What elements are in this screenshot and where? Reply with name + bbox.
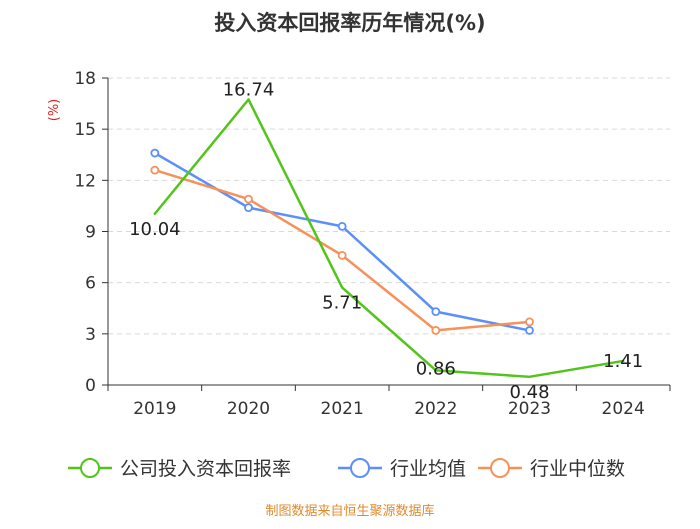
series-point[interactable] (337, 221, 347, 231)
data-label: 1.41 (603, 351, 643, 372)
series-line (153, 98, 625, 379)
data-label: 0.86 (416, 358, 456, 379)
x-tick-label: 2019 (133, 399, 176, 419)
data-label: 0.48 (509, 382, 549, 403)
legend-label: 行业中位数 (530, 458, 625, 480)
x-tick-label: 2024 (602, 399, 645, 419)
y-tick-label: 6 (85, 274, 96, 294)
axes: 0 3 6 9 12 15 18 2019 2020 2021 2022 2023 2024 (74, 69, 671, 419)
series-point[interactable] (244, 203, 253, 213)
x-tick-label: 2021 (321, 399, 364, 419)
grid-lines (108, 77, 670, 335)
series-lines (150, 98, 625, 379)
x-tick-label: 2022 (414, 399, 457, 419)
series-point[interactable] (150, 165, 160, 175)
series-point[interactable] (337, 250, 347, 260)
x-tick-label: 2020 (227, 399, 270, 419)
legend-label: 公司投入资本回报率 (120, 458, 291, 480)
series-0 (153, 98, 625, 379)
data-labels: 10.04 16.74 5.71 0.86 0.48 1.41 (129, 79, 643, 402)
series-point[interactable] (431, 307, 441, 317)
series-point[interactable] (244, 194, 253, 204)
legend-item[interactable]: 公司投入资本回报率 (68, 458, 291, 480)
chart-title: 投入资本回报率历年情况(%) (214, 11, 485, 35)
legend-label: 行业均值 (390, 458, 466, 480)
y-axis-unit-label: (%) (47, 99, 62, 122)
data-label: 5.71 (322, 293, 362, 314)
series-point[interactable] (150, 148, 160, 158)
legend-item[interactable]: 行业中位数 (478, 458, 625, 480)
source-caption: 制图数据来自恒生聚源数据库 (265, 503, 434, 519)
series-2 (150, 165, 534, 335)
x-tick-label: 2023 (508, 399, 551, 419)
data-label: 10.04 (129, 219, 181, 240)
legend: 公司投入资本回报率 行业均值 行业中位数 (68, 458, 625, 480)
legend-swatch-circle (490, 458, 510, 478)
y-tick-label: 15 (74, 120, 96, 140)
legend-item[interactable]: 行业均值 (338, 458, 466, 480)
y-tick-label: 18 (74, 69, 96, 89)
series-point[interactable] (525, 326, 534, 335)
data-label: 16.74 (223, 79, 275, 100)
legend-swatch-circle (350, 458, 370, 478)
y-tick-label: 0 (85, 376, 96, 396)
y-tick-label: 9 (85, 223, 96, 243)
y-tick-label: 12 (74, 171, 96, 191)
series-point[interactable] (525, 317, 534, 327)
y-tick-label: 3 (85, 325, 96, 345)
legend-swatch-circle (80, 458, 100, 478)
series-point[interactable] (431, 326, 441, 335)
